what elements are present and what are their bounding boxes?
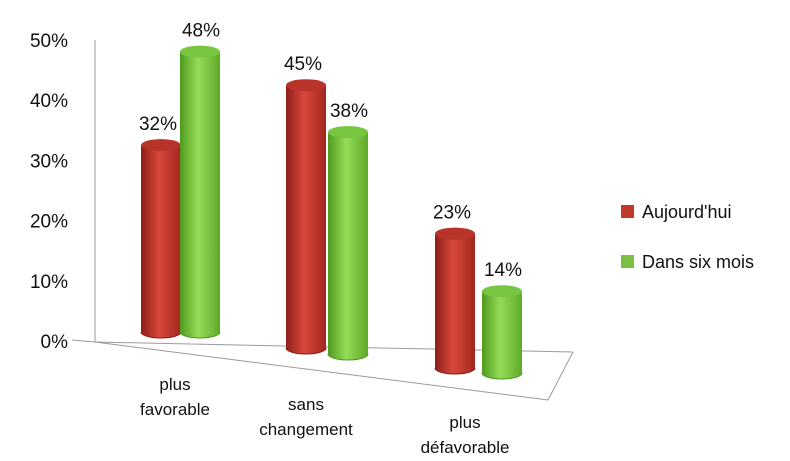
y-tick-labels: 0% 10% 20% 30% 40% 50%: [30, 31, 68, 353]
data-label: 23%: [433, 203, 471, 224]
bar-body: [435, 233, 475, 374]
bar-dans-six-mois: [327, 126, 369, 361]
bar-top-cap: [286, 79, 326, 92]
legend-item: Aujourd'hui: [621, 202, 732, 222]
category-label: plus favorable: [140, 375, 210, 419]
legend-label: Dans six mois: [642, 252, 754, 272]
bar-dans-six-mois: [179, 45, 221, 339]
bar-aujourdhui: [285, 79, 327, 355]
y-tick-label: 10%: [30, 272, 68, 293]
bar-aujourdhui: [140, 139, 182, 339]
bar-base-rim: [179, 331, 221, 339]
floor-front-edge: [94, 341, 549, 401]
y-tick-label: 40%: [30, 91, 68, 112]
bar-aujourdhui: [434, 227, 476, 375]
bar-base-rim: [285, 347, 327, 355]
bar-body: [180, 51, 220, 339]
bar-body: [141, 145, 181, 338]
legend-label: Aujourd'hui: [642, 202, 732, 222]
category-label: sans changement: [259, 395, 353, 439]
bar-top-cap: [141, 139, 181, 152]
bar-body: [328, 132, 368, 360]
floor-left-edge: [71, 339, 96, 343]
y-tick-label: 50%: [30, 31, 68, 52]
y-tick-label: 20%: [30, 212, 68, 233]
category-label: plus défavorable: [421, 413, 510, 457]
data-label: 32%: [139, 114, 177, 135]
bar-base-rim: [327, 353, 369, 361]
data-label: 14%: [484, 260, 522, 281]
bar-body: [286, 85, 326, 354]
data-label: 48%: [182, 21, 220, 42]
data-labels: 32% 48% 45% 38% 23% 14%: [139, 21, 522, 282]
data-label: 45%: [284, 54, 322, 75]
bars: [140, 45, 523, 380]
bar-top-cap: [482, 285, 522, 298]
data-label: 38%: [330, 101, 368, 122]
legend: Aujourd'hui Dans six mois: [621, 202, 754, 272]
legend-swatch: [621, 205, 634, 218]
bar-top-cap: [328, 126, 368, 139]
bar-body: [482, 291, 522, 379]
category-labels: plus favorable sans changement plus défavorab…: [140, 375, 509, 457]
legend-item: Dans six mois: [621, 252, 754, 272]
y-tick-label: 30%: [30, 151, 68, 172]
bar-base-rim: [481, 372, 523, 380]
bar-dans-six-mois: [481, 285, 523, 380]
bar-top-cap: [180, 45, 220, 58]
legend-swatch: [621, 255, 634, 268]
bar-top-cap: [435, 227, 475, 240]
bar-base-rim: [434, 367, 476, 375]
bar-base-rim: [140, 331, 182, 339]
y-tick-label: 0%: [41, 332, 69, 353]
floor-right-edge: [547, 351, 574, 401]
